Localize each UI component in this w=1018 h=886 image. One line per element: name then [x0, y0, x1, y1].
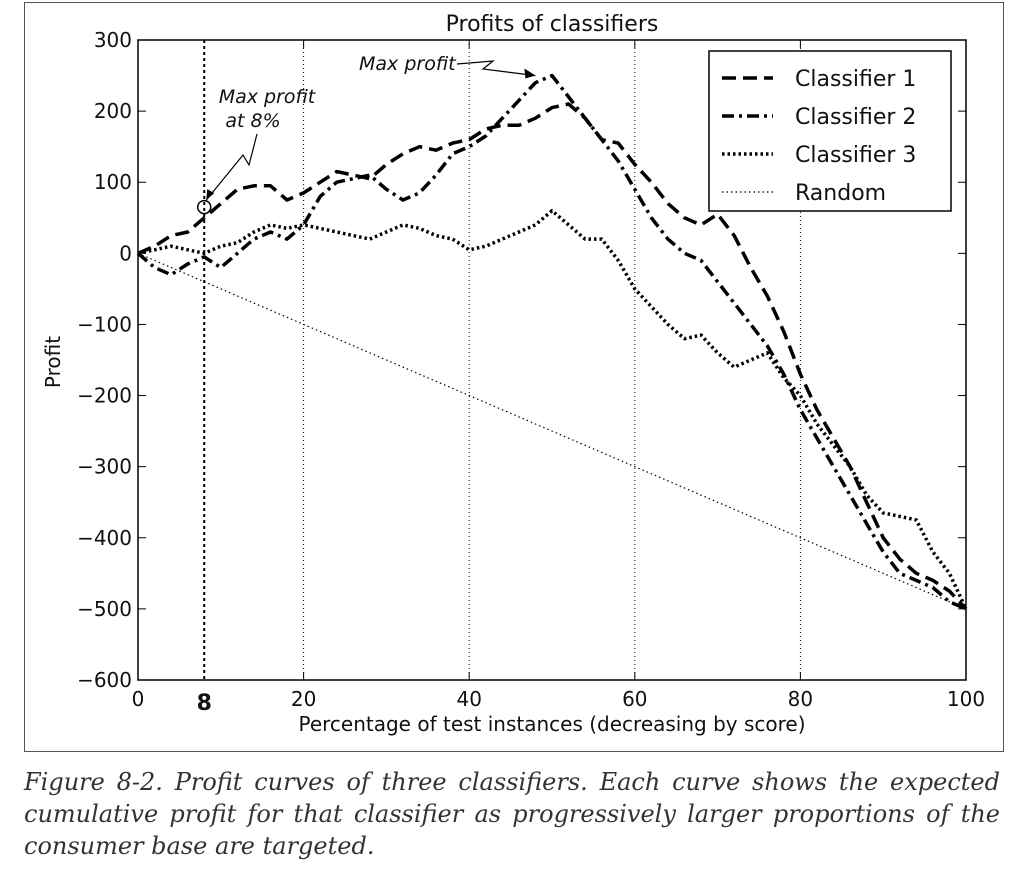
y-tick-label: −600 [77, 668, 132, 692]
figure-caption: Figure 8-2. Profit curves of three class… [24, 768, 1000, 860]
axis-group: 0 20 40 60 80 100 300 200 100 0 −100 −200 −300 −400 −5… [77, 28, 985, 711]
x-tick-label: 20 [291, 687, 316, 711]
y-axis-label: Profit [41, 336, 65, 388]
x-tick-label: 40 [456, 687, 481, 711]
x-axis-label: Percentage of test instances (decreasing… [298, 712, 805, 736]
series-line-1 [137, 102, 968, 611]
legend-label: Classifier 2 [795, 105, 916, 130]
annotation-max-profit-8: Max profit [219, 86, 317, 108]
marker-line-group: 8 [197, 40, 212, 716]
y-tick-label: 0 [119, 241, 132, 265]
chart-title: Profits of classifiers [446, 12, 659, 37]
plot-area [137, 39, 967, 681]
annotation-arrow [205, 133, 258, 201]
y-tick-label: −300 [77, 455, 132, 479]
annotation-arrowhead [206, 189, 215, 201]
series-line-2 [136, 73, 967, 611]
series-line-3 [137, 208, 968, 610]
annotation-at-8-percent: at 8% [225, 110, 280, 132]
series-line-4 [137, 252, 967, 610]
annotation-arrowhead [524, 68, 536, 79]
x-tick-label: 60 [622, 687, 647, 711]
y-tick-label: 300 [94, 28, 132, 52]
x-tick-label: 100 [947, 687, 985, 711]
y-tick-label: 200 [94, 99, 132, 123]
y-tick-label: −100 [77, 312, 132, 336]
y-tick-label: 100 [94, 170, 132, 194]
annotation-arrow [456, 60, 536, 77]
legend-label: Classifier 1 [795, 67, 916, 92]
y-tick-label: −200 [77, 384, 132, 408]
grid-lines [303, 40, 801, 680]
marker-line-label: 8 [197, 691, 212, 716]
annotation-max-profit: Max profit [359, 53, 457, 75]
y-tick-label: −400 [77, 526, 132, 550]
profit-chart: Profits of classifiers 8 0 20 40 60 80 100 300… [41, 12, 985, 736]
x-tick-label: 0 [132, 687, 145, 711]
legend-label: Classifier 3 [795, 143, 916, 168]
legend-label: Random [795, 181, 886, 206]
y-tick-label: −500 [77, 597, 132, 621]
series-group [136, 73, 968, 611]
legend: Classifier 1 Classifier 2 Classifier 3 Rand… [708, 50, 952, 212]
figure-frame: Profits of classifiers 8 0 20 40 60 80 100 300… [24, 2, 1004, 752]
x-tick-label: 80 [788, 687, 813, 711]
annotation-circle [196, 199, 212, 215]
